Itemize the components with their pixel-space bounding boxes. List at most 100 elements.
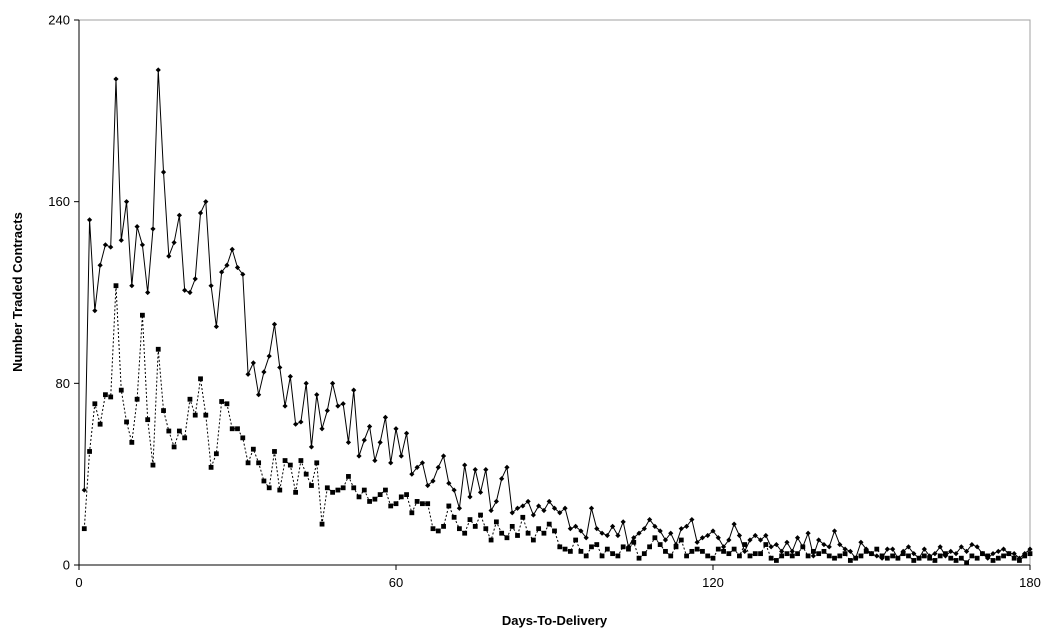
data-point	[705, 532, 711, 539]
data-point	[757, 537, 764, 543]
x-tick-label: 120	[702, 575, 724, 590]
data-point	[668, 530, 674, 536]
data-point	[684, 553, 689, 559]
data-point	[229, 426, 235, 432]
data-point	[240, 435, 246, 441]
data-point	[287, 462, 293, 468]
data-point	[541, 507, 547, 514]
data-point	[736, 532, 743, 539]
data-point	[134, 396, 140, 402]
data-point	[335, 487, 341, 493]
data-point	[346, 474, 351, 479]
y-tick-label: 160	[48, 194, 70, 209]
data-point	[388, 460, 394, 466]
data-point	[393, 501, 399, 507]
data-point	[562, 505, 568, 511]
data-point	[900, 551, 906, 557]
data-point	[562, 546, 568, 552]
data-point	[657, 528, 663, 534]
data-point	[203, 199, 209, 205]
data-point	[382, 414, 389, 420]
data-point	[668, 553, 674, 559]
data-point	[985, 553, 991, 559]
x-tick-label: 60	[389, 575, 403, 590]
data-point	[726, 537, 732, 543]
data-point	[97, 262, 103, 268]
data-point	[287, 373, 293, 380]
data-point	[742, 548, 748, 554]
y-ticks: 0 80 160 240	[48, 13, 79, 573]
data-point	[583, 553, 589, 559]
data-point	[266, 485, 272, 491]
data-point	[197, 210, 204, 216]
data-point	[139, 242, 145, 248]
data-point	[250, 446, 256, 452]
data-point	[256, 392, 262, 398]
data-point	[435, 464, 441, 470]
data-point	[683, 523, 690, 529]
data-point	[884, 546, 890, 552]
data-point	[293, 489, 299, 495]
data-point	[768, 555, 774, 561]
data-point	[176, 428, 182, 434]
data-point	[773, 541, 779, 548]
data-point	[472, 467, 478, 473]
data-point	[964, 548, 970, 554]
data-point	[874, 546, 880, 552]
data-point	[774, 558, 779, 563]
data-point	[182, 435, 188, 441]
data-point	[324, 407, 330, 414]
data-point	[367, 499, 372, 504]
data-point	[113, 283, 119, 289]
data-point	[213, 451, 219, 457]
data-point	[86, 217, 93, 223]
data-point	[425, 501, 431, 507]
data-point	[530, 537, 536, 543]
data-point	[372, 496, 378, 502]
data-point	[694, 546, 700, 552]
data-point	[351, 485, 357, 491]
data-point	[234, 264, 241, 271]
data-point	[87, 449, 92, 454]
data-point	[594, 542, 600, 547]
data-point	[366, 423, 373, 430]
x-tick-label: 0	[75, 575, 82, 590]
data-point	[810, 553, 816, 559]
data-point	[525, 530, 531, 536]
data-point	[895, 555, 901, 561]
data-point	[383, 487, 388, 493]
data-point	[414, 499, 420, 504]
data-point	[293, 421, 299, 427]
data-point	[546, 498, 552, 505]
data-point	[102, 242, 109, 248]
data-point	[520, 514, 526, 520]
data-point	[758, 551, 763, 557]
data-point	[113, 76, 119, 82]
data-point	[430, 526, 436, 532]
data-point	[636, 555, 642, 561]
data-point	[208, 464, 214, 470]
data-point	[974, 544, 980, 550]
data-point	[271, 321, 278, 327]
data-point	[742, 542, 748, 547]
data-point	[92, 308, 98, 314]
data-point	[129, 283, 135, 289]
data-point	[356, 453, 362, 459]
data-point	[700, 548, 705, 554]
data-point	[927, 555, 933, 561]
data-point	[779, 548, 785, 554]
data-point	[525, 498, 531, 505]
data-point	[837, 553, 843, 559]
x-ticks: 0 60 120 180	[75, 565, 1041, 590]
data-point	[435, 528, 441, 534]
data-point	[647, 516, 653, 523]
data-point	[573, 523, 579, 529]
data-point	[224, 401, 230, 407]
data-point	[515, 533, 520, 538]
data-point	[763, 542, 769, 547]
data-point	[219, 399, 225, 404]
data-point	[953, 558, 959, 563]
data-point	[456, 505, 462, 511]
data-point	[335, 403, 341, 409]
data-point	[171, 444, 177, 450]
